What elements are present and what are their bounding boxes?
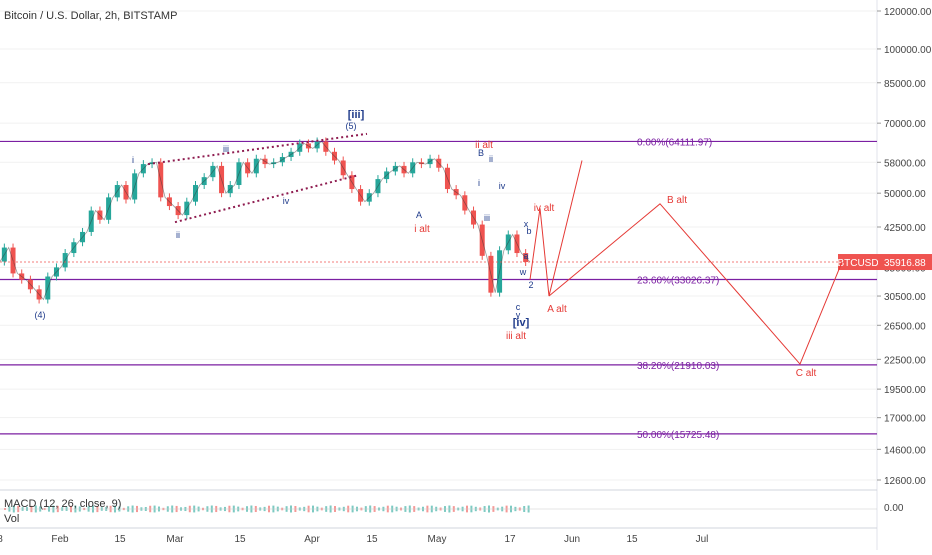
y-tick-label: 50000.00 [884,189,926,200]
price-line [0,140,531,301]
wave-label-blue: c [516,302,521,312]
wave-label-blue: a [523,251,528,261]
wave-label-blue: i [132,155,134,165]
y-tick-label: 14600.00 [884,445,926,456]
x-tick-label: Mar [166,534,184,545]
wave-label-blue: x [524,219,529,229]
y-tick-label: 19500.00 [884,385,926,396]
wave-label-red: iv alt [534,203,555,214]
x-tick-label: 15 [234,534,246,545]
macd-axis-label: 0.00 [884,503,904,514]
y-tick-label: 120000.00 [884,7,932,18]
wedge-upper-line [147,132,368,166]
projection-abc-path [548,203,843,365]
x-tick-label: Feb [51,534,69,545]
wave-label-red: ii alt [475,140,493,151]
fib-level-label: 0.00%(64111.97) [637,137,712,148]
wave-label-blue: [iv] [513,317,530,329]
wave-label-blue: i [478,178,480,188]
price-badge-label: 35916.88 [884,258,926,269]
x-tick-label: 15 [114,534,126,545]
wedge-lower-line [174,174,359,224]
y-tick-label: 100000.00 [884,45,932,56]
symbol-badge-label: BTCUSD [837,258,878,269]
chart-title: Bitcoin / U.S. Dollar, 2h, BITSTAMP [4,10,178,22]
x-tick-label: 17 [504,534,516,545]
wave-label-red: iii alt [506,331,526,342]
wave-label-blue: iii [223,144,229,154]
wave-label-blue: iii [484,213,490,223]
wave-label-red: C alt [796,368,817,379]
y-tick-label: 17000.00 [884,414,926,425]
fib-level-label: 23.60%(33026.37) [637,275,719,286]
y-tick-label: 58000.00 [884,158,926,169]
wave-label-blue: iv [499,181,506,191]
macd-label[interactable]: MACD (12, 26, close, 9) [4,498,122,510]
wave-label-blue: (5) [346,121,357,131]
wave-label-blue: [iii] [348,109,365,121]
x-tick-label: Jun [564,534,580,545]
wave-label-blue: ii [489,154,493,164]
wave-label-blue: w [519,267,527,277]
y-tick-label: 12600.00 [884,476,926,487]
y-tick-label: 30500.00 [884,292,926,303]
wave-label-red: B alt [667,195,687,206]
x-tick-label: 8 [0,534,3,545]
fib-level-label: 50.00%(15725.48) [637,430,719,441]
x-tick-label: May [428,534,447,545]
wave-label-red: i alt [414,224,430,235]
x-tick-label: 15 [366,534,378,545]
x-tick-label: 15 [626,534,638,545]
price-badge [878,254,932,271]
vol-label[interactable]: Vol [4,513,20,525]
wave-label-blue: B [478,148,484,158]
wave-label-blue: iv [283,196,290,206]
symbol-badge [838,254,878,271]
y-tick-label: 70000.00 [884,119,926,130]
wave-label-red: A alt [547,304,567,315]
wave-label-blue: (4) [35,310,46,320]
y-tick-label: 22500.00 [884,355,926,366]
fib-level-label: 38.20%(21910.03) [637,361,719,372]
x-tick-label: Apr [304,534,320,545]
y-tick-label: 85000.00 [884,79,926,90]
wave-label-blue: 2 [528,280,533,290]
wave-label-blue: ii [176,230,180,240]
projection-alt-path [529,160,583,297]
y-tick-label: 42500.00 [884,223,926,234]
wave-label-blue: A [416,210,422,220]
wave-label-blue: y [516,310,521,320]
y-tick-label: 26500.00 [884,321,926,332]
wave-label-blue: b [526,226,531,236]
x-tick-label: Jul [696,534,709,545]
